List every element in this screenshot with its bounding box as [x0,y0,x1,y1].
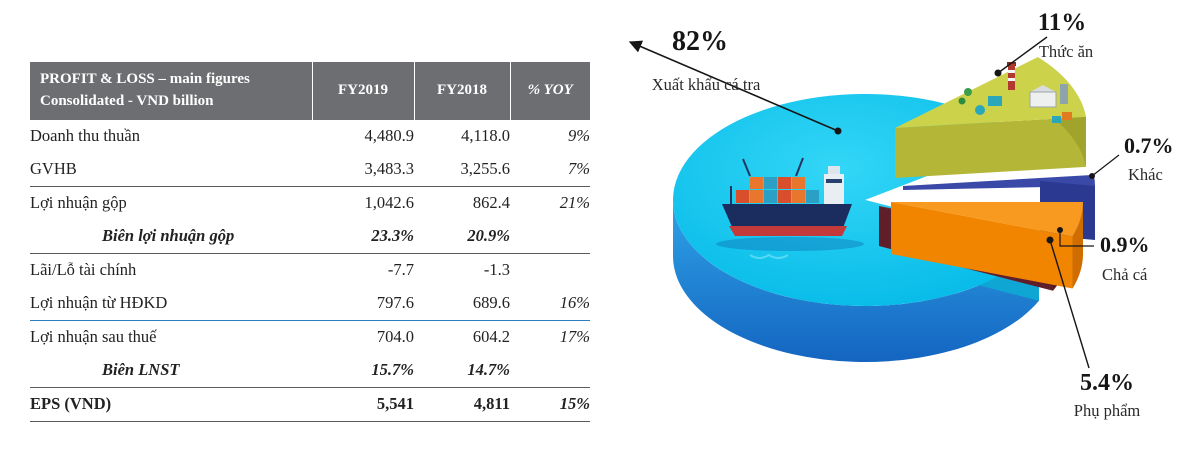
col-header-yoy: % YOY [509,62,590,120]
cell-yoy: 17% [559,327,590,346]
cell-fy2019: 1,042.6 [364,193,415,212]
cell-fy2019: 5,541 [312,387,414,422]
callout-cha-ca: 0.9% Chả cá [1057,227,1150,284]
cell-fy2019: -7.7 [387,260,414,279]
pct-label: 0.9% [1100,232,1150,257]
callout-thuc-an: 11% Thức ăn [994,9,1093,77]
pnl-table-container: PROFIT & LOSS – main figures Consolidate… [30,62,590,422]
table-title-line2: Consolidated - VND billion [40,92,214,109]
cell-fy2018: 862.4 [472,193,510,212]
slice-label: Xuất khẩu cá tra [652,75,761,94]
slice-label: Thức ăn [1039,42,1093,61]
cell-fy2019: 704.0 [376,327,414,346]
callout-phu-pham: 5.4% Phụ phẩm [1046,236,1141,420]
cell-yoy: 16% [510,286,590,321]
row-label: Lợi nhuận sau thuế [30,327,157,346]
callout-xuat-khau-ca-tra: 82% Xuất khẩu cá tra [628,26,842,135]
table-row: Biên lợi nhuận gộp 23.3% 20.9% [30,219,590,254]
cell-yoy: 7% [510,152,590,187]
cell-yoy [510,353,590,388]
cell-fy2019: 3,483.3 [312,152,414,187]
row-label: EPS (VND) [30,387,312,422]
cargo-ship-illustration [716,157,864,251]
row-label: Biên LNST [30,353,312,388]
cell-fy2018: 20.9% [414,219,510,254]
table-title: PROFIT & LOSS – main figures Consolidate… [30,62,312,120]
cell-fy2018: 4,118.0 [461,126,510,145]
pct-label: 82% [672,26,728,57]
table-row: Lợi nhuận sau thuế 704.0 604.2 17% [30,320,590,354]
table-header-row: PROFIT & LOSS – main figures Consolidate… [30,62,590,120]
slice-label: Khác [1128,165,1163,184]
slice-label: Phụ phẩm [1074,401,1141,420]
pie-slice-thuc-an [895,57,1086,178]
cell-fy2019: 15.7% [312,353,414,388]
table-row: GVHB 3,483.3 3,255.6 7% [30,152,590,187]
callout-khac: 0.7% Khác [1089,133,1174,184]
col-header-fy2018: FY2018 [413,62,510,120]
row-label: Lợi nhuận gộp [30,193,127,212]
cell-fy2019: 23.3% [312,219,414,254]
cell-yoy [510,219,590,254]
table-row-eps: EPS (VND) 5,541 4,811 15% [30,387,590,422]
table-title-line1: PROFIT & LOSS – main figures [40,71,250,87]
pct-label: 0.7% [1124,133,1174,158]
callout-dot [834,127,842,135]
revenue-structure-pie-chart: 82% Xuất khẩu cá tra 11% Thức ăn 0.7% Kh… [628,9,1174,420]
table-row: Lợi nhuận từ HĐKD 797.6 689.6 16% [30,286,590,321]
cell-fy2018: 604.2 [472,327,510,346]
cell-fy2019: 4,480.9 [364,126,415,145]
cell-fy2018: 4,811 [414,387,510,422]
cell-yoy: 15% [510,387,590,422]
row-label: Lãi/Lỗ tài chính [30,260,137,279]
factory-icons [958,62,1072,123]
row-label: GVHB [30,152,312,187]
cell-fy2018: 689.6 [414,286,510,321]
callout-dot [1046,236,1054,244]
table-row: Doanh thu thuần 4,480.9 4,118.0 9% [30,120,590,153]
cell-yoy: 9% [568,126,590,145]
table-row: Lãi/Lỗ tài chính -7.7 -1.3 [30,253,590,287]
pnl-table: PROFIT & LOSS – main figures Consolidate… [30,62,590,422]
callout-dot [994,69,1002,77]
callout-dot [1057,227,1063,233]
table-row: Biên LNST 15.7% 14.7% [30,353,590,388]
row-label: Biên lợi nhuận gộp [30,219,312,254]
slice-label: Chả cá [1102,265,1148,284]
table-row: Lợi nhuận gộp 1,042.6 862.4 21% [30,186,590,220]
cell-fy2018: 14.7% [414,353,510,388]
pie-slice-phu-pham [891,202,1083,289]
cell-fy2019: 797.6 [312,286,414,321]
cell-fy2018: 3,255.6 [414,152,510,187]
cell-fy2018: -1.3 [483,260,510,279]
pct-label: 5.4% [1080,370,1134,396]
row-label: Lợi nhuận từ HĐKD [30,286,312,321]
row-label: Doanh thu thuần [30,126,140,145]
pct-label: 11% [1038,9,1087,36]
callout-dot [1089,173,1095,179]
cell-yoy [510,253,590,287]
col-header-fy2019: FY2019 [311,62,414,120]
cell-yoy: 21% [559,193,590,212]
